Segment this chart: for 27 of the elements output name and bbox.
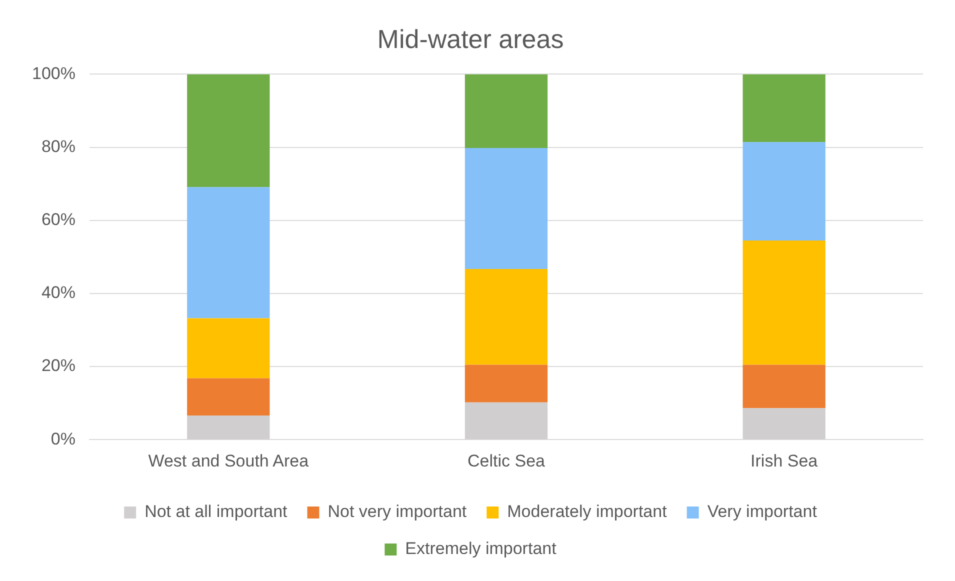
y-tick-label: 60%	[41, 210, 76, 230]
bar	[742, 240, 826, 365]
bar	[742, 74, 826, 142]
legend-label: Not very important	[328, 502, 467, 522]
bar	[464, 364, 548, 402]
bar	[187, 74, 270, 188]
bar	[187, 318, 270, 378]
bar	[187, 187, 270, 318]
bar	[464, 268, 548, 365]
y-tick-label: 100%	[32, 64, 76, 83]
legend-label: Very important	[707, 502, 818, 522]
y-tick-label: 20%	[41, 356, 76, 376]
legend-label: Moderately important	[507, 502, 668, 522]
bar	[187, 378, 270, 416]
x-tick-label: Irish Sea	[750, 451, 818, 470]
y-tick-label: 40%	[41, 283, 76, 302]
y-tick-label: 80%	[41, 136, 76, 156]
bar	[742, 142, 826, 240]
legend-label: Extremely important	[405, 539, 557, 558]
y-tick-label: 0%	[50, 429, 76, 448]
x-tick-label: Celtic Sea	[468, 451, 546, 470]
bar	[464, 74, 548, 148]
legend-label: Not at all important	[144, 502, 288, 522]
chart-title: Mid-water areas	[377, 24, 564, 54]
bar	[742, 364, 826, 408]
x-tick-label: West and South Area	[148, 451, 310, 470]
bar	[464, 148, 548, 269]
